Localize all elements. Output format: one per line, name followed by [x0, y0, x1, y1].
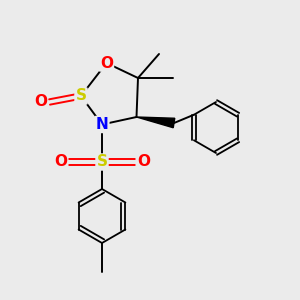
Polygon shape	[136, 117, 175, 128]
Text: O: O	[100, 56, 113, 70]
Text: S: S	[76, 88, 86, 104]
Text: N: N	[96, 117, 108, 132]
Text: O: O	[137, 154, 150, 169]
Text: S: S	[97, 154, 107, 169]
Text: O: O	[34, 94, 47, 110]
Text: O: O	[54, 154, 67, 169]
